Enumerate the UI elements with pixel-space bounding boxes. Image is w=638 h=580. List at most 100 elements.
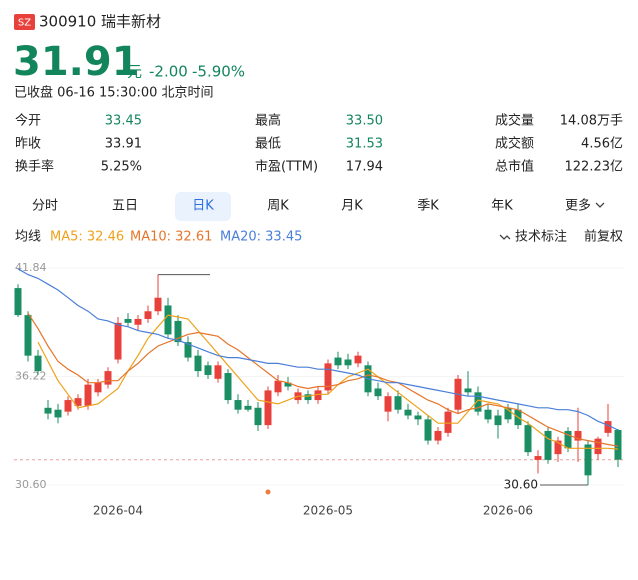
stat-value: 33.91 <box>105 137 142 152</box>
candle-body <box>564 430 572 449</box>
annotate-icon <box>499 234 511 240</box>
stat-value: 4.56亿 <box>581 137 623 152</box>
candle-body <box>484 409 492 420</box>
candle-body <box>54 409 62 418</box>
candle-body <box>104 371 112 385</box>
candle-body <box>324 363 332 391</box>
x-tick-label: 2026-06 <box>483 504 533 518</box>
market-badge <box>14 14 35 30</box>
event-dot <box>265 489 271 495</box>
candle-body <box>344 359 352 366</box>
stat-label: 今开 <box>15 113 41 129</box>
x-tick-label: 2026-04 <box>93 504 143 518</box>
candle-body <box>204 365 212 375</box>
legend-entry: MA10: 32.61 <box>130 230 212 245</box>
y-tick-label: 41.84 <box>15 261 47 274</box>
legend-entry: MA5: 32.46 <box>50 230 124 245</box>
stat-value: 33.50 <box>346 114 383 129</box>
candle-body <box>534 456 542 460</box>
candle-body <box>594 438 602 455</box>
candle-body <box>544 430 552 460</box>
candle-body <box>34 355 42 372</box>
candle-body <box>424 419 432 441</box>
tab[interactable]: 五日 <box>112 199 138 214</box>
candle-body <box>404 409 412 416</box>
stat-value: 5.25% <box>101 160 142 175</box>
candle-body <box>164 305 172 335</box>
ma-line <box>27 312 619 447</box>
candle-body <box>394 396 402 410</box>
candle-body <box>114 322 122 360</box>
candle-body <box>184 342 192 358</box>
tab[interactable]: 月K <box>341 199 363 214</box>
x-tick-label: 2026-05 <box>303 504 353 518</box>
candle-body <box>604 421 612 433</box>
stat-label: 换手率 <box>15 159 54 175</box>
ma-line <box>17 268 619 431</box>
stat-value: 14.08万手 <box>560 114 623 129</box>
y-tick-label: 36.22 <box>15 370 47 383</box>
candle-body <box>314 390 322 401</box>
change-pct: -5.90% <box>192 63 245 81</box>
candle-body <box>334 357 342 366</box>
candle-body <box>504 407 512 420</box>
low-label: 30.60 <box>504 478 538 492</box>
candle-body <box>94 382 102 393</box>
candle-body <box>524 425 532 453</box>
more-chevron <box>595 202 605 208</box>
candle-body <box>264 390 272 426</box>
candle-body <box>384 396 392 412</box>
price-unit: 元 <box>127 63 142 81</box>
candle-body <box>584 444 592 476</box>
legend-entry: MA20: 33.45 <box>220 230 302 245</box>
tab[interactable]: 季K <box>417 199 439 214</box>
candle-body <box>574 430 582 441</box>
change: -2.00 <box>149 63 188 81</box>
candle-body <box>154 297 162 312</box>
stat-label: 市盈(TTM) <box>255 159 318 175</box>
candle-body <box>64 400 72 412</box>
stat-value: 122.23亿 <box>565 160 624 175</box>
candle-body <box>554 440 562 455</box>
candle-body <box>464 388 472 393</box>
candle-body <box>84 384 92 406</box>
candle-body <box>284 382 292 387</box>
stock-name: 300910 瑞丰新材 <box>39 13 161 31</box>
tab[interactable]: 分时 <box>32 199 58 214</box>
tab[interactable]: 更多 <box>565 198 591 214</box>
tab[interactable]: 日K <box>192 199 214 214</box>
candle-body <box>254 407 262 426</box>
stat-label: 成交量 <box>495 113 534 129</box>
tab[interactable]: 年K <box>491 199 513 214</box>
tab[interactable]: 周K <box>267 199 289 214</box>
adjust-button[interactable]: 前复权 <box>584 229 623 245</box>
candle-body <box>474 392 482 412</box>
candle-body <box>124 318 132 323</box>
price: 31.91 <box>13 39 140 85</box>
candle-body <box>354 355 362 364</box>
candle-body <box>224 373 232 401</box>
candle-body <box>144 311 152 319</box>
stat-value: 33.45 <box>105 114 142 129</box>
candle-body <box>304 394 312 401</box>
tab-highlight <box>175 192 231 221</box>
annotate-button[interactable]: 技术标注 <box>515 230 567 245</box>
y-tick-label: 30.60 <box>15 478 47 491</box>
candle-body <box>494 415 502 426</box>
candle-body <box>444 411 452 433</box>
candle-body <box>244 405 252 410</box>
candle-body <box>14 288 22 316</box>
ma-line <box>37 314 619 450</box>
candle-body <box>194 355 202 372</box>
market-badge-text: SZ <box>18 18 31 29</box>
candle-body <box>214 365 222 379</box>
stat-label: 总市值 <box>495 159 534 175</box>
stat-value: 31.53 <box>346 137 383 152</box>
candle-body <box>134 318 142 325</box>
candle-body <box>74 398 82 406</box>
candle-body <box>274 380 282 393</box>
ma-label: 均线 <box>15 230 41 245</box>
candle-body <box>44 407 52 414</box>
